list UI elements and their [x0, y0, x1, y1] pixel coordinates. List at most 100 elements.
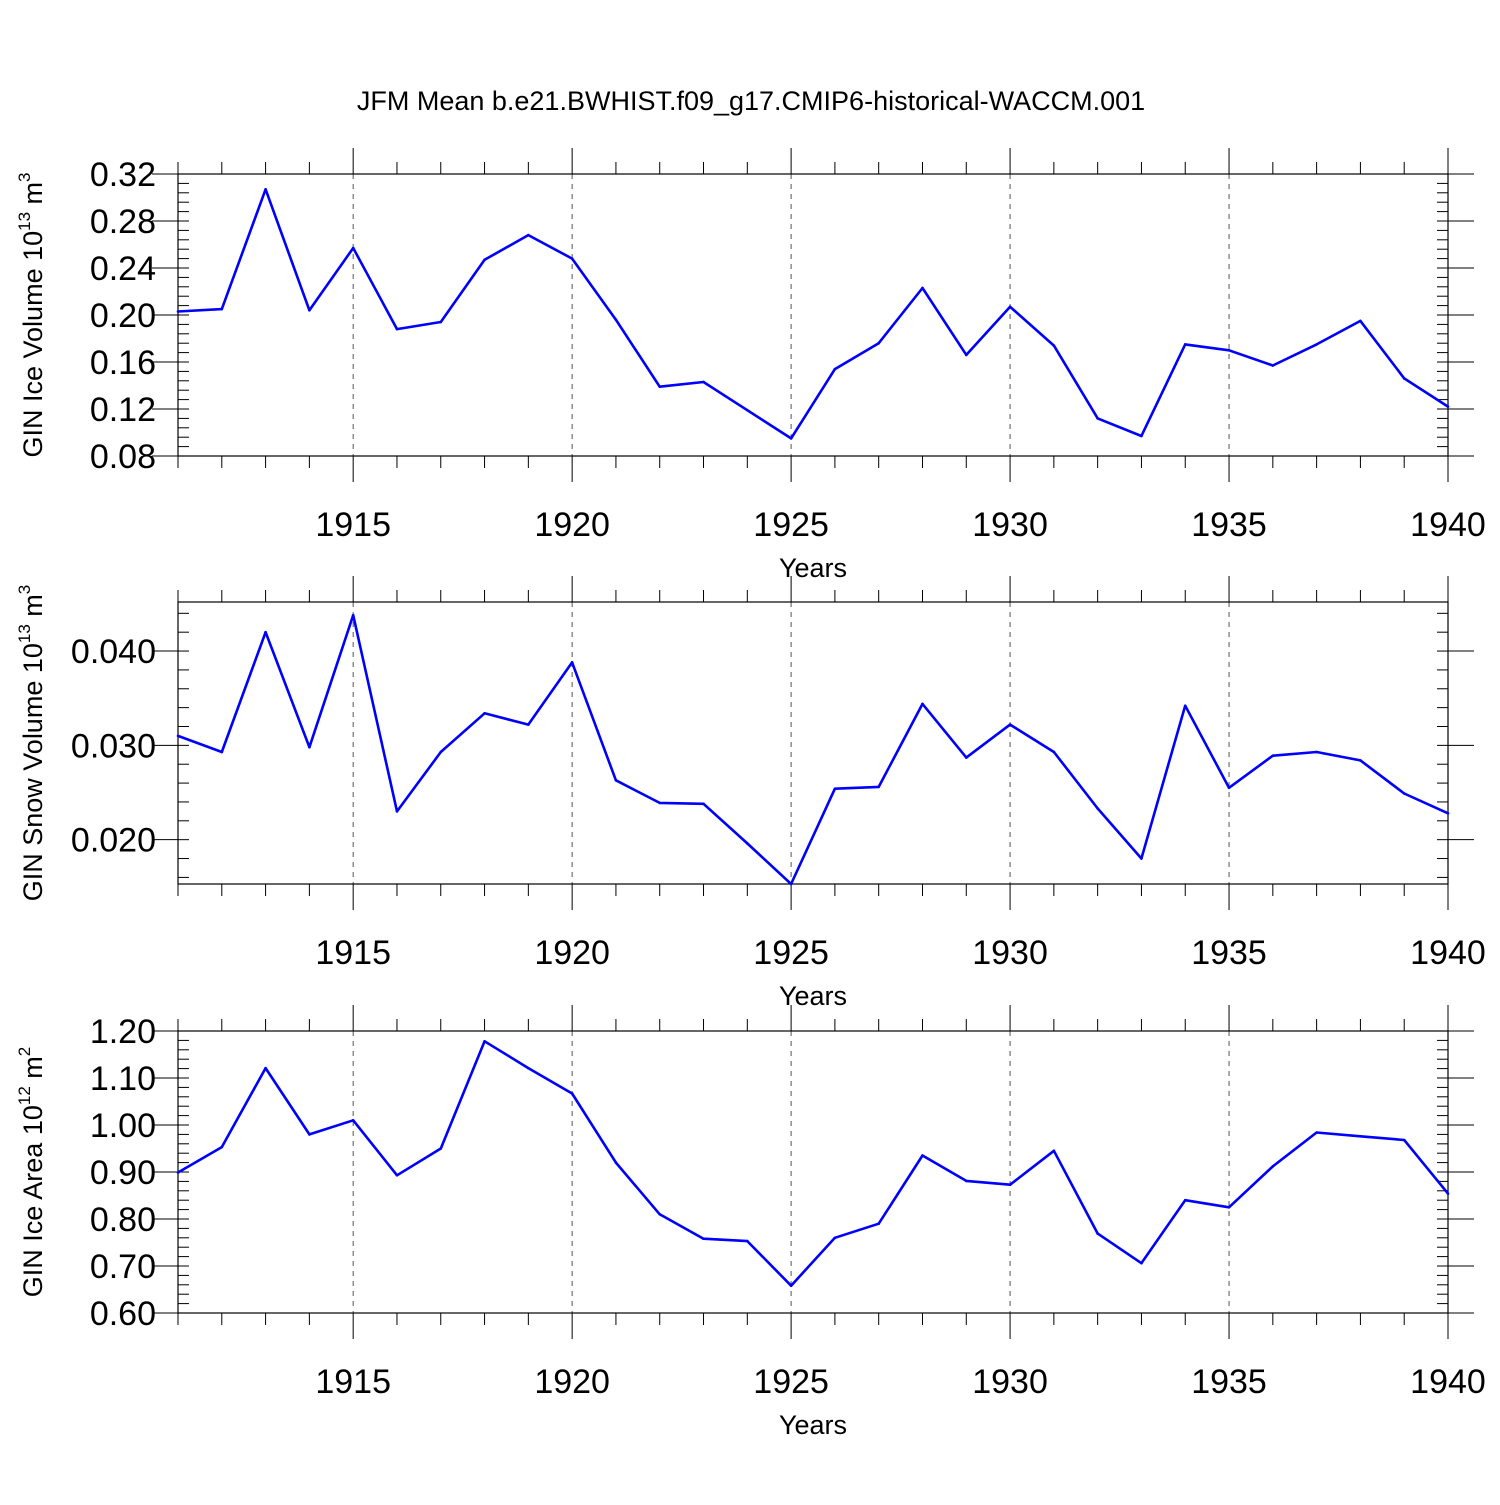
gin-ice-area-point-1914	[308, 1133, 311, 1136]
gin-snow-volume-point-1921	[614, 778, 618, 782]
gin-snow-volume-xtick-label: 1915	[315, 934, 391, 972]
gin-snow-volume-series-line	[177, 613, 1449, 886]
gin-snow-volume-point-1938	[1359, 759, 1362, 762]
gin-ice-volume-ytick-label: 0.08	[90, 438, 156, 476]
gin-ice-volume-point-1936	[1271, 364, 1275, 367]
gin-ice-area-ytick-label: 0.70	[90, 1248, 156, 1286]
gin-ice-volume-xtick-label: 1915	[315, 506, 391, 544]
gin-ice-area-point-1926	[833, 1236, 837, 1240]
gin-ice-area-ytick-label: 0.80	[90, 1201, 156, 1239]
gin-ice-volume-point-1915	[351, 246, 355, 250]
gin-ice-area-ytick-label: 1.00	[90, 1107, 156, 1145]
gin-ice-area-point-1930	[1008, 1183, 1012, 1186]
gin-ice-area-point-1929	[964, 1179, 968, 1183]
gin-snow-volume-point-1916	[395, 810, 399, 813]
gin-ice-volume-point-1924	[746, 408, 749, 412]
gin-ice-area-xtick-label: 1920	[534, 1363, 610, 1401]
gin-ice-area-xtick-label: 1925	[753, 1363, 829, 1401]
gin-snow-volume-xtick-label: 1925	[753, 934, 829, 972]
gin-ice-volume-point-1918	[483, 258, 486, 262]
gin-ice-volume-ytick-label: 0.20	[90, 297, 156, 335]
gin-snow-volume-point-1912	[220, 750, 224, 754]
panels: 0.08 0.12 0.16 0.20 0.24 0.28 0.32 1915 1920 1925…	[15, 148, 1486, 1440]
gin-snow-volume-point-1915	[351, 613, 355, 617]
gin-ice-area-yaxis-title-part: GIN Ice Area 10	[18, 1105, 48, 1297]
gin-snow-volume-point-1919	[527, 723, 530, 726]
gin-ice-volume-ytick-label: 0.32	[90, 156, 156, 194]
gin-snow-volume-point-1923	[702, 802, 705, 806]
gin-ice-area-ytick-label: 1.10	[90, 1060, 156, 1098]
gin-snow-volume-point-1920	[570, 661, 574, 664]
gin-ice-volume-yaxis-title-part: GIN Ice Volume 10	[18, 231, 48, 458]
gin-snow-volume-xtick-label: 1940	[1410, 934, 1486, 972]
gin-snow-volume-ytick-label: 0.030	[71, 727, 156, 765]
gin-snow-volume-point-1934	[1183, 704, 1187, 708]
gin-ice-volume-point-1925	[789, 437, 793, 440]
gin-snow-volume-point-1930	[1008, 723, 1012, 726]
gin-snow-volume-point-1929	[964, 756, 968, 759]
gin-snow-volume-point-1924	[746, 842, 749, 845]
gin-snow-volume-point-1940	[1446, 811, 1450, 815]
gin-snow-volume-xtick-label: 1935	[1191, 934, 1267, 972]
gin-ice-volume-point-1938	[1359, 319, 1362, 323]
gin-snow-volume-point-1928	[921, 702, 924, 706]
gin-ice-volume-point-1935	[1227, 348, 1231, 352]
gin-ice-volume-xtick-label: 1920	[534, 506, 610, 544]
gin-snow-volume-point-1922	[658, 801, 662, 805]
gin-ice-volume-ytick-label: 0.28	[90, 203, 156, 241]
gin-ice-area-ytick-label: 0.60	[90, 1295, 156, 1333]
gin-snow-volume-ytick-label: 0.020	[71, 822, 156, 860]
gin-ice-area-point-1911	[176, 1171, 180, 1174]
gin-ice-area-xaxis-title: Years	[779, 1410, 847, 1440]
gin-ice-area-point-1939	[1402, 1138, 1406, 1142]
gin-snow-volume-ytick-label: 0.040	[71, 633, 156, 671]
gin-snow-volume-point-1925	[789, 882, 793, 886]
gin-ice-volume-point-1917	[439, 320, 443, 324]
gin-snow-volume-point-1933	[1140, 857, 1143, 860]
gin-ice-area-point-1927	[877, 1222, 880, 1225]
gin-ice-volume-xtick-label: 1925	[753, 506, 829, 544]
gin-ice-volume-yaxis-title-part: 3	[15, 172, 34, 181]
gin-snow-volume-yaxis-title-part: GIN Snow Volume 10	[18, 643, 48, 901]
gin-ice-volume-point-1911	[176, 310, 180, 313]
gin-snow-volume-yaxis-title: GIN Snow Volume 1013 m3	[15, 585, 48, 902]
gin-snow-volume-point-1926	[833, 787, 837, 791]
gin-ice-volume-xtick-label: 1935	[1191, 506, 1267, 544]
gin-ice-area-point-1928	[921, 1154, 924, 1157]
gin-ice-area-point-1934	[1183, 1198, 1187, 1202]
gin-ice-volume-point-1923	[702, 380, 705, 384]
gin-ice-volume-point-1933	[1140, 434, 1143, 438]
gin-ice-area-point-1933	[1140, 1261, 1143, 1265]
gin-snow-volume-point-1937	[1315, 750, 1318, 754]
gin-ice-volume-point-1916	[395, 327, 399, 331]
gin-ice-area-ytick-label: 1.20	[90, 1013, 156, 1051]
gin-ice-area-point-1921	[614, 1161, 618, 1164]
gin-ice-volume-point-1912	[220, 307, 224, 311]
gin-ice-volume-point-1927	[877, 341, 880, 345]
gin-ice-area-point-1919	[527, 1066, 530, 1070]
gin-snow-volume-xtick-label: 1930	[972, 934, 1048, 972]
gin-ice-volume-xtick-label: 1940	[1410, 506, 1486, 544]
gin-ice-volume-yaxis-title-part: m	[18, 182, 48, 212]
gin-ice-area-point-1924	[746, 1239, 749, 1243]
gin-ice-volume-point-1922	[658, 385, 662, 388]
gin-ice-area-point-1937	[1315, 1131, 1318, 1134]
gin-snow-volume-point-1936	[1271, 754, 1275, 758]
gin-snow-volume-point-1935	[1227, 786, 1231, 790]
gin-snow-volume-point-1939	[1402, 792, 1406, 795]
gin-snow-volume-point-1927	[877, 785, 880, 789]
gin-ice-area-series-line	[177, 1040, 1450, 1287]
gin-ice-volume-point-1940	[1446, 405, 1450, 408]
gin-snow-volume-yaxis-title-part: m	[18, 594, 48, 624]
gin-ice-volume-point-1920	[570, 257, 574, 260]
gin-ice-area-xtick-label: 1930	[972, 1363, 1048, 1401]
gin-ice-volume-xaxis-title: Years	[779, 553, 847, 583]
gin-ice-area-point-1918	[483, 1040, 486, 1043]
gin-ice-area-point-1940	[1446, 1192, 1450, 1195]
gin-ice-volume-frame	[177, 173, 1449, 457]
gin-ice-area-point-1932	[1096, 1232, 1099, 1235]
gin-ice-volume-point-1913	[264, 187, 267, 191]
gin-ice-area-point-1913	[264, 1066, 267, 1070]
